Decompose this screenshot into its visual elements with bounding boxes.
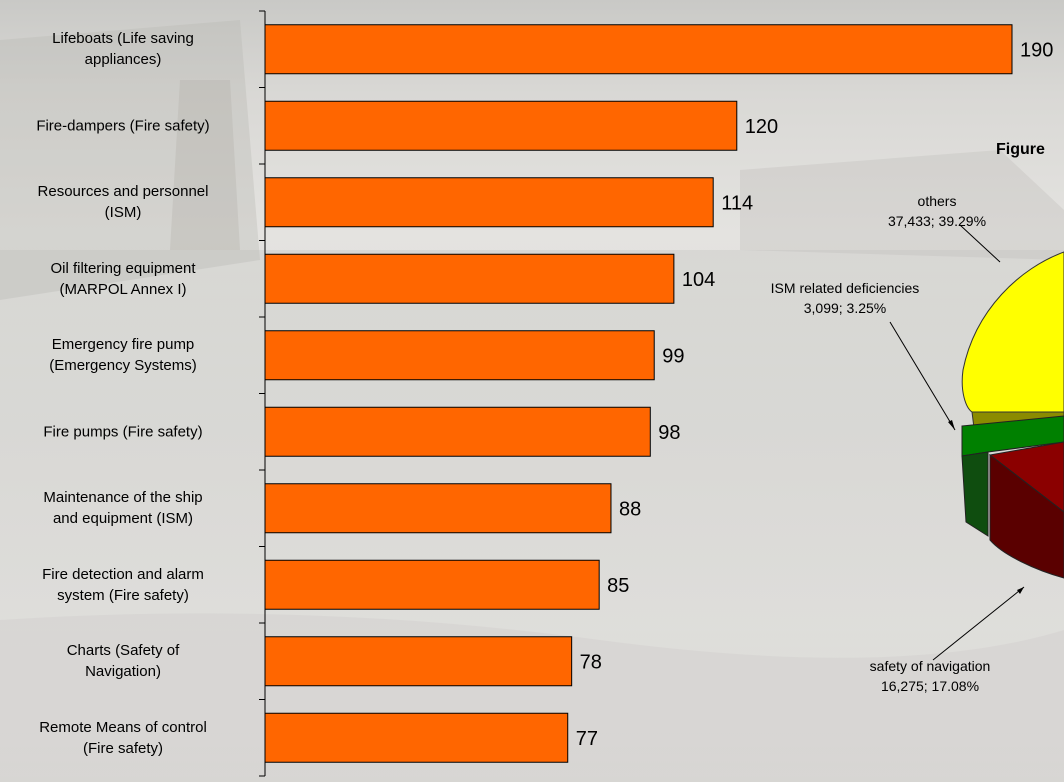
category-label: Fire-dampers (Fire safety)	[0, 115, 246, 136]
pie-label-ism: ISM related deficiencies 3,099; 3.25%	[735, 278, 955, 318]
bar-value-label: 88	[619, 498, 641, 520]
pie-label-others: others 37,433; 39.29%	[862, 191, 1012, 231]
category-label: Charts (Safety of Navigation)	[0, 640, 246, 682]
bar	[264, 253, 675, 304]
category-label: Maintenance of the ship and equipment (IS…	[0, 487, 246, 529]
pie-label-others-detail: 37,433; 39.29%	[887, 213, 987, 229]
bar-value-label: 120	[745, 116, 778, 138]
category-label-line: (ISM)	[104, 204, 142, 222]
leader-line-ism	[889, 321, 956, 431]
leader-arrow-ism	[948, 420, 955, 430]
bar-value-label: 114	[721, 192, 753, 214]
bar-value-label: 78	[580, 651, 602, 673]
category-label: Resources and personnel (ISM)	[0, 181, 246, 223]
bar-value-label: 104	[682, 269, 715, 291]
bar	[264, 483, 612, 534]
category-label-line: Oil filtering equipment	[50, 259, 196, 277]
pie-label-others-name: others	[917, 193, 957, 209]
category-label-line: Fire detection and alarm	[42, 565, 204, 583]
category-label-line: (Emergency Systems)	[49, 357, 197, 375]
category-label-line: Fire-dampers (Fire safety)	[36, 117, 210, 135]
category-label: Emergency fire pump (Emergency Systems)	[0, 334, 246, 376]
category-label-line: appliances)	[84, 51, 162, 69]
pie-label-navigation: safety of navigation 16,275; 17.08%	[845, 656, 1015, 696]
figure-title: Figure	[996, 141, 1045, 158]
pie-slice-others	[961, 251, 1064, 413]
bar	[264, 330, 655, 381]
category-label-line: Emergency fire pump	[51, 336, 195, 354]
category-label: Remote Means of control (Fire safety)	[0, 717, 246, 759]
bar	[264, 559, 600, 610]
leader-arrow-navigation	[1017, 587, 1024, 594]
pie-label-ism-name: ISM related deficiencies	[770, 280, 920, 296]
bar	[264, 24, 1013, 75]
category-label-line: (MARPOL Annex I)	[59, 280, 187, 298]
leader-line-others	[959, 224, 1001, 263]
category-label: Oil filtering equipment (MARPOL Annex I)	[0, 258, 246, 300]
category-label: Fire pumps (Fire safety)	[0, 421, 246, 442]
pie-label-navigation-detail: 16,275; 17.08%	[880, 678, 980, 694]
category-label-line: Lifeboats (Life saving	[52, 30, 194, 48]
category-label-line: Maintenance of the ship	[43, 489, 203, 507]
category-label-line: and equipment (ISM)	[52, 510, 194, 528]
category-label-line: Navigation)	[85, 663, 161, 681]
bar-value-label: 77	[576, 728, 598, 750]
pie-slice-ism	[961, 415, 1064, 457]
bar	[264, 636, 573, 687]
bar-value-label: 190	[1020, 39, 1053, 61]
bar	[264, 177, 714, 228]
bar-value-label: 99	[662, 345, 684, 367]
bar-value-label: 98	[658, 422, 680, 444]
category-label: Fire detection and alarm system (Fire saf…	[0, 564, 246, 606]
category-label-line: Remote Means of control	[39, 718, 207, 736]
category-label: Lifeboats (Life saving appliances)	[0, 28, 246, 70]
category-label-line: Resources and personnel	[37, 183, 209, 201]
leader-line-navigation	[932, 586, 1025, 661]
category-label-line: Charts (Safety of	[66, 642, 180, 660]
bar-series: 190 120 114 104 99 98 88 85 78 77	[259, 10, 1053, 777]
pie-chart	[961, 251, 1064, 579]
bar-value-label: 85	[607, 575, 629, 597]
category-label-line: Fire pumps (Fire safety)	[43, 423, 203, 441]
pie-slice-ism-side	[961, 451, 989, 537]
pie-leader-lines	[889, 224, 1025, 661]
pie-label-ism-detail: 3,099; 3.25%	[803, 300, 887, 316]
category-label-line: (Fire safety)	[82, 739, 163, 757]
bar	[264, 100, 738, 151]
pie-label-navigation-name: safety of navigation	[869, 658, 991, 674]
bar	[264, 406, 651, 457]
bar	[264, 712, 569, 763]
category-label-line: system (Fire safety)	[57, 586, 189, 604]
